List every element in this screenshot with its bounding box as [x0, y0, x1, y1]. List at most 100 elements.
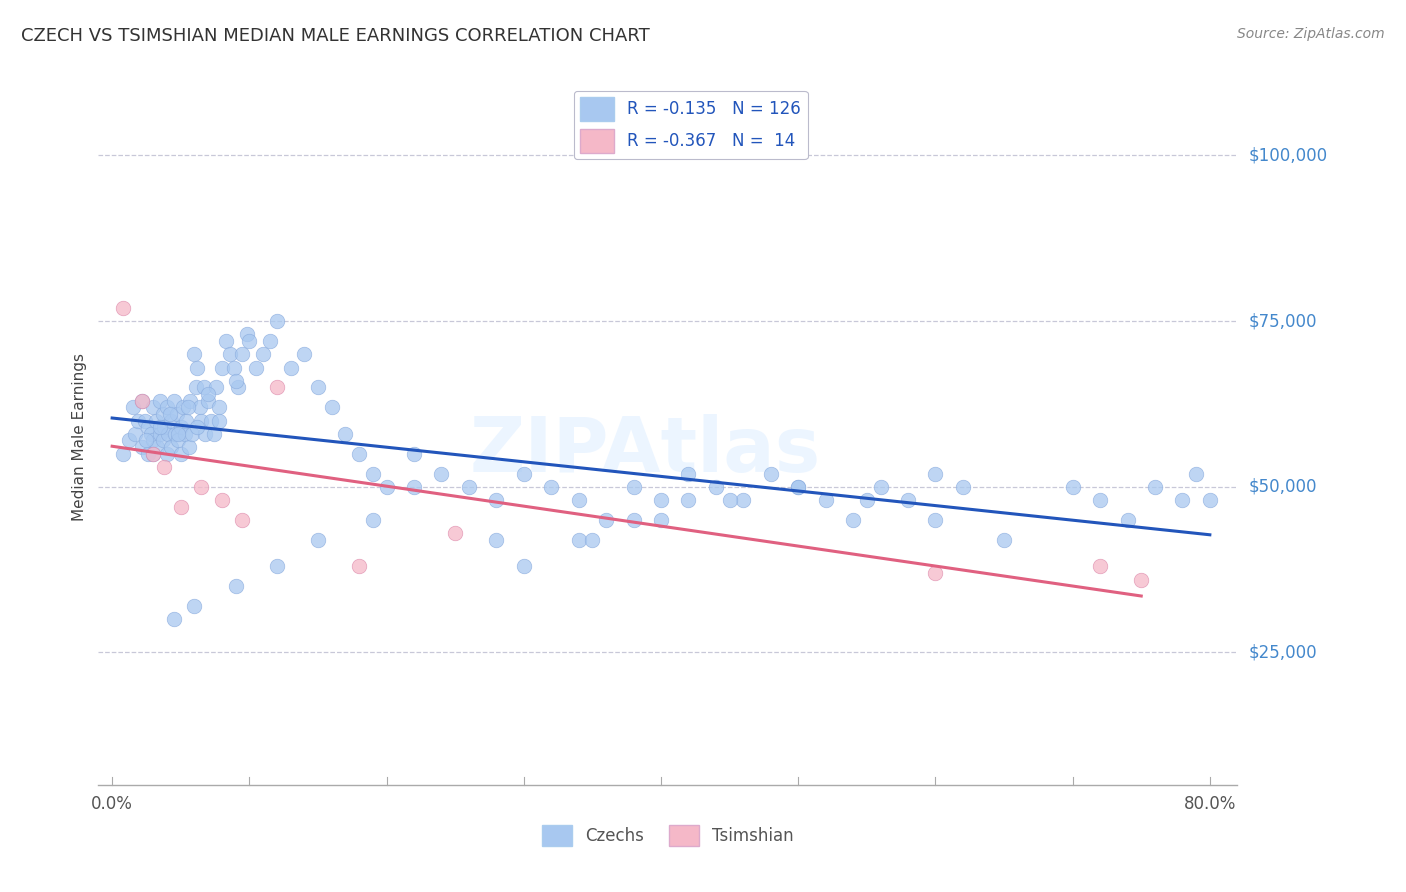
Point	[678, 493, 700, 508]
Point	[167, 434, 190, 448]
Point	[704, 480, 727, 494]
Point	[235, 327, 257, 342]
Point	[153, 420, 176, 434]
Point	[568, 533, 591, 547]
Point	[650, 513, 672, 527]
Point	[759, 467, 782, 481]
Point	[211, 493, 233, 508]
Point	[787, 480, 810, 494]
Text: ZIPAtlas: ZIPAtlas	[470, 414, 821, 488]
Point	[156, 447, 179, 461]
Point	[176, 401, 198, 415]
Point	[208, 401, 231, 415]
Point	[153, 459, 176, 474]
Point	[139, 426, 162, 441]
Point	[924, 566, 946, 580]
Point	[170, 420, 193, 434]
Point	[112, 447, 135, 461]
Point	[157, 426, 180, 441]
Point	[361, 513, 384, 527]
Point	[163, 393, 186, 408]
Point	[1116, 513, 1139, 527]
Point	[266, 559, 288, 574]
Point	[149, 420, 172, 434]
Point	[444, 526, 467, 541]
Point	[485, 533, 508, 547]
Point	[623, 480, 645, 494]
Point	[225, 374, 247, 388]
Text: $50,000: $50,000	[1249, 478, 1317, 496]
Point	[787, 480, 810, 494]
Point	[231, 513, 253, 527]
Point	[225, 579, 247, 593]
Point	[146, 440, 169, 454]
Point	[121, 401, 143, 415]
Point	[165, 426, 187, 441]
Point	[208, 413, 231, 427]
Point	[215, 334, 238, 348]
Point	[259, 334, 281, 348]
Point	[718, 493, 741, 508]
Point	[1185, 467, 1208, 481]
Point	[952, 480, 974, 494]
Point	[145, 413, 167, 427]
Point	[375, 480, 398, 494]
Point	[142, 447, 165, 461]
Point	[200, 413, 222, 427]
Point	[347, 559, 370, 574]
Point	[159, 407, 181, 421]
Point	[174, 413, 197, 427]
Point	[856, 493, 879, 508]
Point	[152, 434, 174, 448]
Point	[190, 480, 212, 494]
Point	[321, 401, 343, 415]
Point	[205, 380, 228, 394]
Point	[430, 467, 453, 481]
Point	[228, 380, 250, 394]
Point	[135, 434, 157, 448]
Point	[156, 401, 179, 415]
Point	[292, 347, 315, 361]
Point	[307, 533, 329, 547]
Point	[219, 347, 242, 361]
Point	[993, 533, 1015, 547]
Point	[266, 380, 288, 394]
Point	[897, 493, 920, 508]
Text: $75,000: $75,000	[1249, 312, 1317, 330]
Point	[540, 480, 562, 494]
Point	[650, 493, 672, 508]
Point	[134, 413, 156, 427]
Point	[595, 513, 617, 527]
Point	[1130, 573, 1153, 587]
Point	[1062, 480, 1084, 494]
Point	[131, 440, 153, 454]
Point	[238, 334, 260, 348]
Point	[170, 500, 193, 514]
Point	[190, 413, 212, 427]
Point	[307, 380, 329, 394]
Point	[186, 360, 208, 375]
Point	[193, 380, 215, 394]
Point	[814, 493, 837, 508]
Text: Source: ZipAtlas.com: Source: ZipAtlas.com	[1237, 27, 1385, 41]
Point	[869, 480, 891, 494]
Point	[117, 434, 139, 448]
Point	[335, 426, 357, 441]
Point	[170, 447, 193, 461]
Point	[231, 347, 253, 361]
Y-axis label: Median Male Earnings: Median Male Earnings	[72, 353, 87, 521]
Point	[733, 493, 755, 508]
Point	[180, 426, 202, 441]
Point	[924, 513, 946, 527]
Point	[1198, 493, 1220, 508]
Text: $100,000: $100,000	[1249, 146, 1327, 164]
Point	[136, 420, 159, 434]
Point	[197, 387, 219, 401]
Point	[167, 426, 190, 441]
Point	[166, 407, 188, 421]
Point	[173, 426, 195, 441]
Point	[188, 401, 211, 415]
Point	[183, 599, 205, 613]
Point	[457, 480, 479, 494]
Point	[361, 467, 384, 481]
